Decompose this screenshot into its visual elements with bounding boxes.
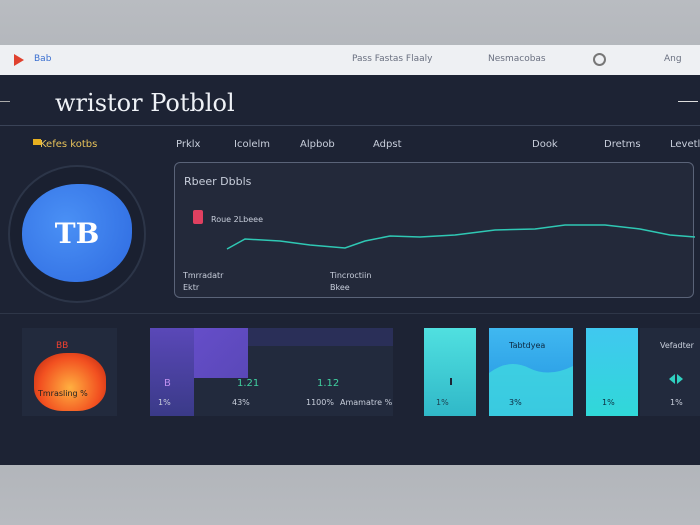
brand: Bab [34, 54, 52, 64]
accent [248, 328, 393, 346]
icon [669, 374, 683, 384]
menu[interactable] [0, 101, 10, 102]
icon [450, 378, 452, 385]
tile[interactable]: Tabtdyea 3% [489, 328, 573, 416]
percent: 3% [509, 398, 522, 407]
note: Amamatre % [340, 398, 393, 407]
stat-percent: 1% [158, 398, 171, 407]
chart-panel: Rbeer Dbbls Roue 2Lbeee Tmrradatr Ektr T… [174, 162, 695, 298]
language[interactable]: Ang [664, 54, 682, 64]
stat-percent: 1100% [306, 398, 334, 407]
nav-item[interactable]: Prklx [176, 139, 201, 150]
label: Tmrasling % [38, 389, 88, 398]
avatar[interactable]: TB [22, 184, 132, 282]
dashboard: Bab Pass Fastas Flaaly Nesmacobas Ang wr… [0, 45, 700, 465]
nav-item[interactable]: Kefes kotbs [40, 139, 98, 150]
nav-item[interactable]: Icolelm [234, 139, 271, 150]
tile[interactable]: Vefadter 1% [640, 328, 700, 416]
center-text: Pass Fastas Flaaly [352, 54, 433, 64]
stat-value: B [164, 378, 171, 389]
logo [14, 54, 24, 66]
legend-swatch [193, 210, 203, 224]
divider [0, 125, 700, 126]
panel-title: Rbeer Dbbls [184, 175, 252, 188]
label: Ektr [183, 283, 200, 292]
top-bar: Bab Pass Fastas Flaaly Nesmacobas Ang [0, 45, 700, 75]
icon [33, 139, 41, 145]
percent: 1% [602, 398, 615, 407]
percent: 1% [670, 398, 683, 407]
tile-title: Vefadter [660, 341, 694, 350]
percent: 1% [436, 398, 449, 407]
icon[interactable] [593, 53, 606, 66]
title: wristor Potblol [55, 89, 235, 117]
label: Bkee [330, 283, 350, 292]
label: Tmrradatr [183, 271, 224, 280]
stat-percent: 43% [232, 398, 250, 407]
divider [0, 313, 700, 314]
tile-title: Tabtdyea [509, 341, 546, 350]
legend: Roue 2Lbeee [211, 215, 264, 224]
nav-item[interactable]: Dretms [604, 139, 641, 150]
badge: BB [56, 341, 69, 351]
nav-item[interactable]: Levetl [670, 139, 700, 150]
wave [489, 364, 573, 416]
menu[interactable] [678, 101, 698, 102]
stat-value: 1.21 [237, 378, 260, 389]
heat-blob [34, 353, 106, 411]
nav-item[interactable]: Dook [532, 139, 558, 150]
nav-item[interactable]: Alpbob [300, 139, 335, 150]
heat-card[interactable]: BB Tmrasling % [22, 328, 117, 416]
stats-card[interactable]: B 1.21 1.12 1% 43% 1100% Amamatre % [150, 328, 393, 416]
right-text: Nesmacobas [488, 54, 546, 64]
accent [150, 328, 194, 416]
nav-item[interactable]: Adpst [373, 139, 402, 150]
sparkline [226, 224, 695, 250]
stat-value: 1.12 [317, 378, 340, 389]
tile[interactable]: 1% [586, 328, 638, 416]
label: Tincroctiin [330, 271, 372, 280]
tile[interactable]: 1% [424, 328, 476, 416]
